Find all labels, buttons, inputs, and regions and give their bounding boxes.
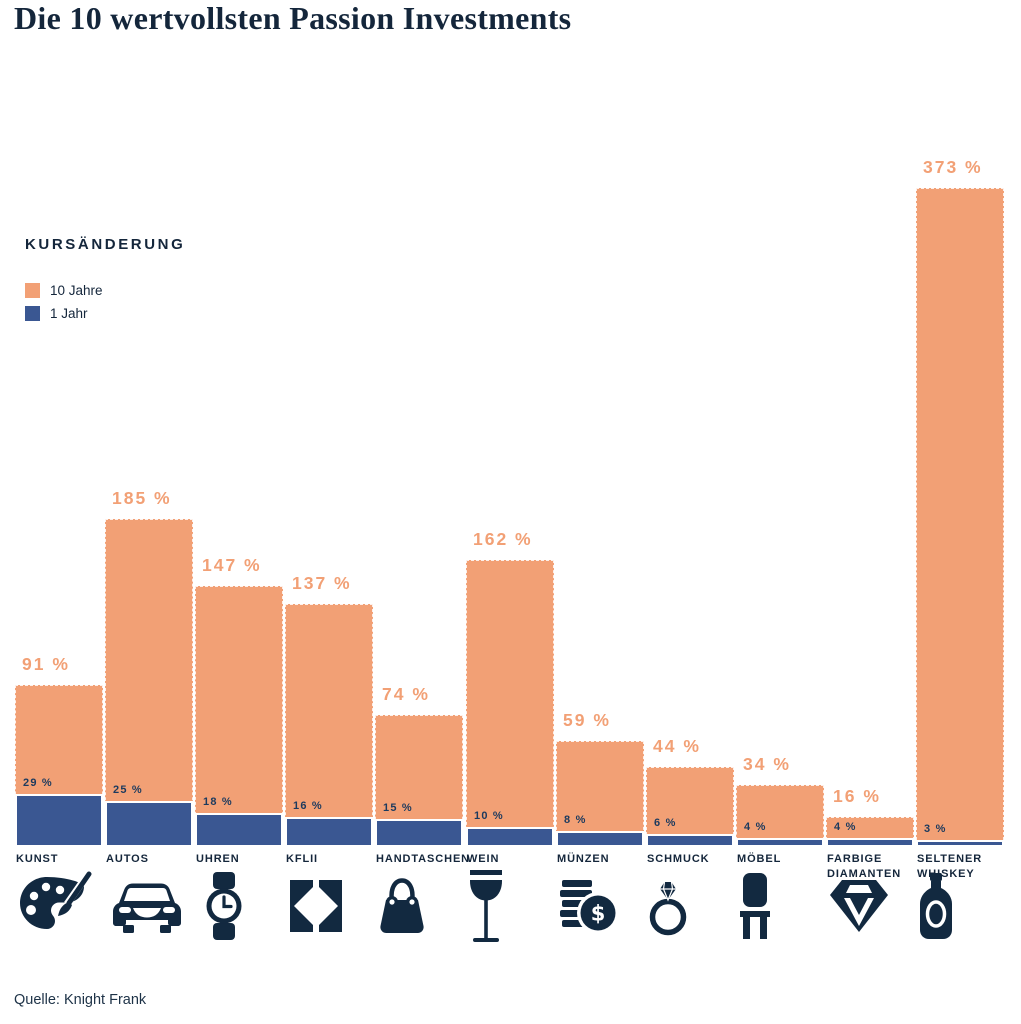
category-label: AUTOS bbox=[106, 853, 149, 865]
bar-10-jahre bbox=[646, 767, 734, 845]
legend-label-10-jahre: 10 Jahre bbox=[50, 283, 103, 298]
bar-value-label-10-jahre: 16 % bbox=[833, 786, 881, 806]
palette-icon bbox=[17, 866, 93, 946]
legend-swatch-blue bbox=[25, 306, 40, 321]
handbag-icon bbox=[377, 866, 427, 946]
car-icon bbox=[107, 866, 187, 946]
wine-glass-icon bbox=[468, 866, 504, 946]
category-label: SCHMUCK bbox=[647, 853, 710, 865]
legend-item-10-jahre: 10 Jahre bbox=[25, 283, 185, 298]
bar-value-label-1-jahr: 8 % bbox=[564, 814, 587, 826]
bar-1-jahr bbox=[285, 817, 373, 845]
legend-item-1-jahr: 1 Jahr bbox=[25, 306, 185, 321]
bar-1-jahr bbox=[736, 838, 824, 845]
bar-value-label-10-jahre: 59 % bbox=[563, 710, 611, 730]
bar-value-label-1-jahr: 18 % bbox=[203, 796, 233, 808]
page-title: Die 10 wertvollsten Passion Investments bbox=[14, 0, 572, 36]
bar-value-label-1-jahr: 4 % bbox=[744, 821, 767, 833]
category-label: MÖBEL bbox=[737, 853, 782, 865]
chair-icon bbox=[738, 866, 772, 946]
bar-value-label-10-jahre: 185 % bbox=[112, 488, 172, 508]
legend-heading: KURSÄNDERUNG bbox=[25, 236, 186, 253]
bar-1-jahr bbox=[916, 840, 1004, 845]
bar-value-label-10-jahre: 137 % bbox=[292, 573, 352, 593]
bar-value-label-1-jahr: 10 % bbox=[474, 810, 504, 822]
bar-1-jahr bbox=[556, 831, 644, 845]
category-label: FARBIGE DIAMANTEN bbox=[827, 853, 902, 880]
bar-10-jahre bbox=[916, 188, 1004, 845]
bar-10-jahre bbox=[556, 741, 644, 845]
coins-icon: $ bbox=[558, 866, 616, 946]
bar-chart: 91 % 29 % 185 % 25 % 147 % 18 % 137 % 16 % 74 % 1… bbox=[15, 0, 1021, 845]
legend: KURSÄNDERUNG 10 Jahre 1 Jahr bbox=[25, 236, 185, 329]
legend-swatch-orange bbox=[25, 283, 40, 298]
bar-value-label-10-jahre: 162 % bbox=[473, 529, 533, 549]
bar-value-label-1-jahr: 6 % bbox=[654, 817, 677, 829]
bar-value-label-10-jahre: 44 % bbox=[653, 736, 701, 756]
bar-value-label-1-jahr: 4 % bbox=[834, 821, 857, 833]
watch-icon bbox=[197, 866, 251, 946]
bar-value-label-10-jahre: 74 % bbox=[382, 684, 430, 704]
bar-value-label-1-jahr: 16 % bbox=[293, 800, 323, 812]
whiskey-bottle-icon bbox=[918, 866, 954, 946]
category-label: KUNST bbox=[16, 853, 59, 865]
bar-1-jahr bbox=[195, 813, 283, 845]
bar-value-label-10-jahre: 34 % bbox=[743, 754, 791, 774]
category-label: UHREN bbox=[196, 853, 240, 865]
bar-value-label-10-jahre: 91 % bbox=[22, 654, 70, 674]
bar-10-jahre bbox=[736, 785, 824, 845]
legend-label-1-jahr: 1 Jahr bbox=[50, 306, 88, 321]
bar-value-label-1-jahr: 29 % bbox=[23, 777, 53, 789]
bar-10-jahre bbox=[285, 604, 373, 845]
bar-value-label-1-jahr: 3 % bbox=[924, 823, 947, 835]
bar-1-jahr bbox=[105, 801, 193, 845]
bar-value-label-10-jahre: 147 % bbox=[202, 555, 262, 575]
bar-1-jahr bbox=[646, 834, 734, 845]
bar-1-jahr bbox=[826, 838, 914, 845]
bar-value-label-10-jahre: 373 % bbox=[923, 157, 983, 177]
category-label: KFLII bbox=[286, 853, 318, 865]
category-label: MÜNZEN bbox=[557, 853, 610, 865]
category-label: HANDTASCHEN bbox=[376, 853, 471, 865]
bar-10-jahre bbox=[466, 560, 554, 845]
bar-1-jahr bbox=[375, 819, 463, 845]
bar-1-jahr bbox=[15, 794, 103, 845]
ring-icon bbox=[648, 866, 688, 946]
bar-1-jahr bbox=[466, 827, 554, 845]
bar-10-jahre bbox=[195, 586, 283, 845]
kflii-icon bbox=[287, 866, 345, 946]
source-note: Quelle: Knight Frank bbox=[14, 992, 147, 1008]
svg-text:$: $ bbox=[591, 902, 606, 926]
bar-value-label-1-jahr: 25 % bbox=[113, 784, 143, 796]
category-label: WEIN bbox=[467, 853, 500, 865]
bar-10-jahre bbox=[105, 519, 193, 845]
bar-value-label-1-jahr: 15 % bbox=[383, 802, 413, 814]
diamond-icon bbox=[828, 866, 890, 946]
